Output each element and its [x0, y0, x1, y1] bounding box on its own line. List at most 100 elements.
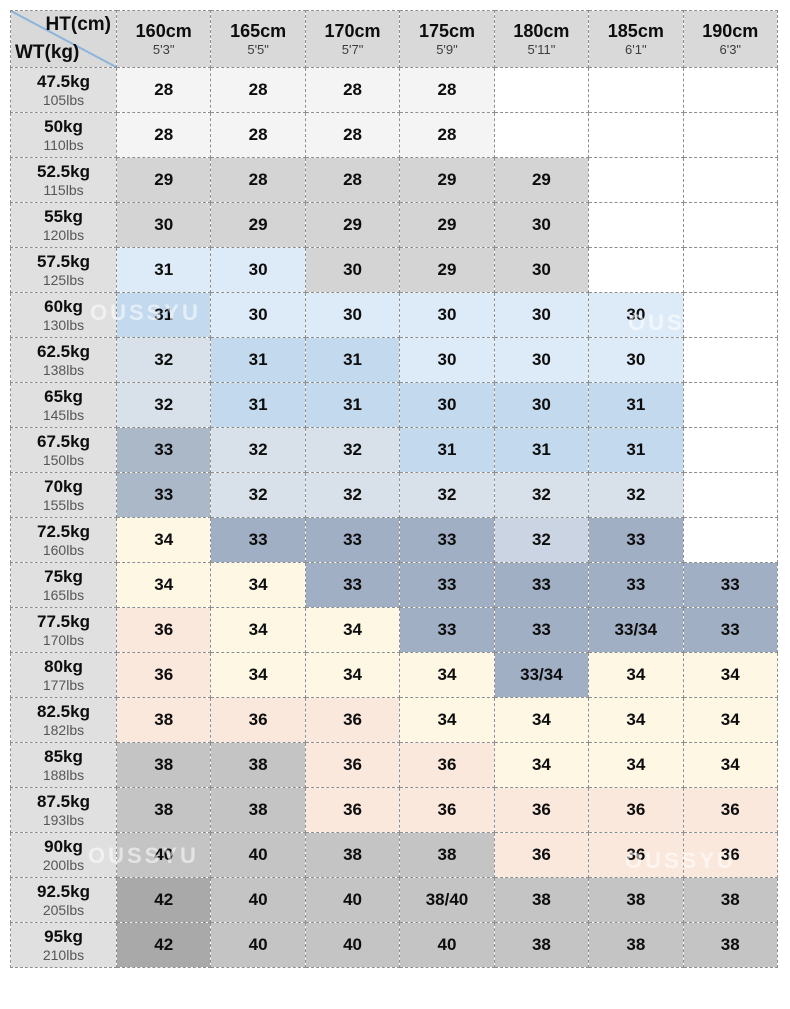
column-height-cm: 170cm — [324, 20, 381, 41]
size-cell: 34 — [399, 697, 495, 743]
size-cell: 34 — [588, 697, 684, 743]
weight-kg: 57.5kg — [37, 251, 90, 271]
column-header: 190cm 6'3" — [682, 10, 779, 68]
weight-kg: 47.5kg — [37, 71, 90, 91]
size-cell: 31 — [588, 382, 684, 428]
size-cell: 36 — [399, 787, 495, 833]
table-row: 55kg 120lbs 30 29 29 29 30 — [10, 202, 779, 248]
weight-row-label: 75kg 165lbs — [10, 562, 117, 608]
size-cell: 33 — [682, 562, 779, 608]
size-cell: 33 — [682, 607, 779, 653]
size-cell: 38 — [682, 877, 779, 923]
table-body: 47.5kg 105lbs 28 28 28 28 50kg 110lbs 28 28 28 28 52… — [10, 67, 779, 968]
column-height-cm: 180cm — [513, 20, 570, 41]
size-cell: 28 — [304, 67, 401, 113]
table-row: 85kg 188lbs 38 38 36 36 34 34 34 — [10, 742, 779, 788]
size-cell: 33 — [399, 517, 495, 563]
size-cell: 31 — [493, 427, 590, 473]
size-cell: 34 — [493, 697, 590, 743]
weight-lbs: 115lbs — [43, 182, 84, 199]
empty-cell — [682, 292, 779, 338]
table-row: 95kg 210lbs 42 40 40 40 38 38 38 — [10, 922, 779, 968]
weight-kg: 80kg — [44, 656, 83, 676]
column-height-ft: 5'11" — [527, 42, 556, 58]
table-row: 62.5kg 138lbs 32 31 31 30 30 30 — [10, 337, 779, 383]
size-cell: 40 — [304, 922, 401, 968]
size-cell: 31 — [210, 382, 306, 428]
size-cell: 28 — [399, 67, 495, 113]
size-cell: 31 — [399, 427, 495, 473]
size-cell: 34 — [399, 652, 495, 698]
size-cell: 32 — [115, 382, 212, 428]
weight-kg: 75kg — [44, 566, 83, 586]
size-cell: 36 — [399, 742, 495, 788]
weight-row-label: 90kg 200lbs — [10, 832, 117, 878]
weight-kg: 70kg — [44, 476, 83, 496]
weight-row-label: 67.5kg 150lbs — [10, 427, 117, 473]
size-cell: 33 — [115, 472, 212, 518]
weight-kg: 60kg — [44, 296, 83, 316]
weight-row-label: 87.5kg 193lbs — [10, 787, 117, 833]
size-cell: 30 — [493, 247, 590, 293]
size-cell: 38 — [210, 742, 306, 788]
size-cell: 38 — [115, 742, 212, 788]
weight-row-label: 92.5kg 205lbs — [10, 877, 117, 923]
size-cell: 33 — [304, 562, 401, 608]
weight-lbs: 210lbs — [42, 947, 85, 964]
size-cell: 34 — [210, 562, 306, 608]
size-cell: 38 — [399, 832, 495, 878]
size-cell: 33 — [399, 607, 495, 653]
size-cell: 30 — [210, 292, 306, 338]
size-cell: 30 — [399, 337, 495, 383]
weight-lbs: 150lbs — [42, 452, 85, 469]
table-row: 75kg 165lbs 34 34 33 33 33 33 33 — [10, 562, 779, 608]
column-height-ft: 5'9" — [436, 42, 458, 58]
table-row: 82.5kg 182lbs 38 36 36 34 34 34 34 — [10, 697, 779, 743]
column-header: 170cm 5'7" — [304, 10, 401, 68]
column-header: 180cm 5'11" — [493, 10, 590, 68]
empty-cell — [588, 202, 684, 248]
size-cell: 28 — [304, 157, 401, 203]
size-cell: 32 — [304, 472, 401, 518]
weight-lbs: 105lbs — [42, 92, 85, 109]
weight-row-label: 60kg 130lbs — [10, 292, 117, 338]
size-cell: 36 — [115, 652, 212, 698]
size-cell: 36 — [588, 787, 684, 833]
size-cell: 33 — [588, 562, 684, 608]
weight-kg: 77.5kg — [37, 611, 90, 631]
table-row: 47.5kg 105lbs 28 28 28 28 — [10, 67, 779, 113]
weight-kg: 65kg — [44, 386, 83, 406]
weight-row-label: 50kg 110lbs — [10, 112, 117, 158]
table-row: 65kg 145lbs 32 31 31 30 30 31 — [10, 382, 779, 428]
empty-cell — [682, 202, 779, 248]
weight-kg: 87.5kg — [37, 791, 90, 811]
weight-row-label: 55kg 120lbs — [10, 202, 117, 248]
weight-row-label: 47.5kg 105lbs — [10, 67, 117, 113]
size-cell: 38 — [493, 922, 590, 968]
size-cell: 38 — [210, 787, 306, 833]
size-chart-table: HT(cm) WT(kg) 160cm 5'3" 165cm 5'5" 170cm 5'7… — [10, 10, 779, 968]
table-row: 87.5kg 193lbs 38 38 36 36 36 36 36 — [10, 787, 779, 833]
weight-row-label: 80kg 177lbs — [10, 652, 117, 698]
size-cell: 34 — [588, 742, 684, 788]
size-cell: 30 — [399, 292, 495, 338]
size-cell: 31 — [304, 337, 401, 383]
table-row: 77.5kg 170lbs 36 34 34 33 33 33/34 33 — [10, 607, 779, 653]
weight-lbs: 138lbs — [42, 362, 85, 379]
empty-cell — [682, 112, 779, 158]
size-cell: 42 — [115, 922, 212, 968]
size-cell: 31 — [304, 382, 401, 428]
weight-lbs: 205lbs — [42, 902, 85, 919]
size-cell: 36 — [304, 787, 401, 833]
empty-cell — [493, 67, 590, 113]
size-cell: 38 — [588, 922, 684, 968]
size-cell: 33 — [493, 562, 590, 608]
size-cell: 28 — [210, 157, 306, 203]
size-cell: 31 — [115, 247, 212, 293]
size-cell: 29 — [210, 202, 306, 248]
size-cell: 34 — [304, 607, 401, 653]
size-cell: 36 — [210, 697, 306, 743]
size-cell: 32 — [588, 472, 684, 518]
weight-axis-label: WT(kg) — [15, 42, 80, 63]
size-cell: 28 — [115, 67, 212, 113]
